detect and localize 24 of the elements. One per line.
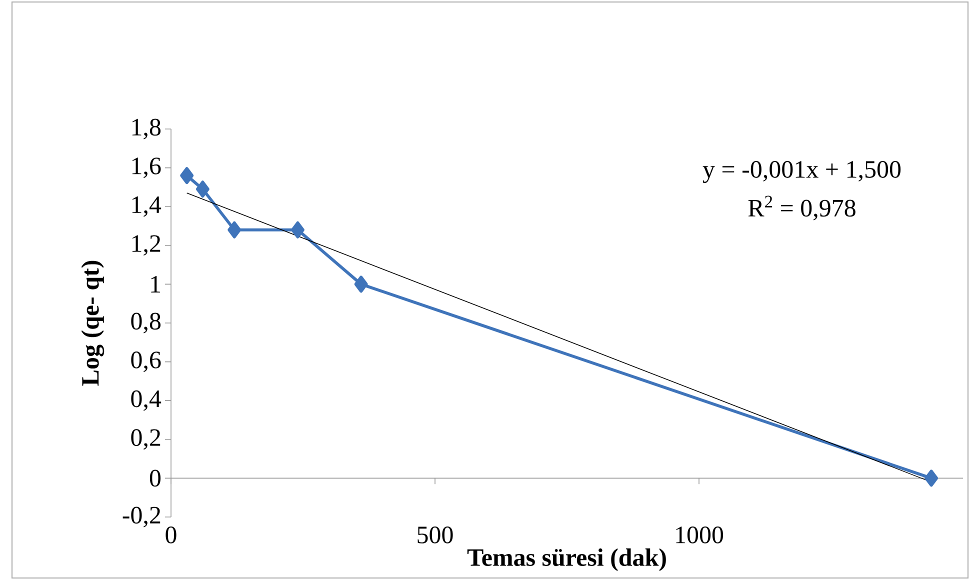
- x-tick-label: 500: [418, 526, 453, 544]
- x-axis-title: Temas süresi (dak): [467, 548, 666, 572]
- point: [196, 180, 210, 198]
- y-axis-title: Log (qe- qt): [81, 260, 104, 386]
- point: [290, 221, 304, 238]
- x-tick-label: 0: [166, 526, 176, 544]
- y-tick-label: 0,2: [131, 429, 160, 450]
- y-tick-label: 0,6: [131, 352, 161, 372]
- x-tick-label: 1000: [676, 526, 724, 544]
- y-tick-label: -0,2: [122, 506, 160, 528]
- y-tick-label: 0: [150, 470, 161, 487]
- y-tick-label: 0,8: [131, 312, 161, 334]
- point: [228, 221, 242, 238]
- point: [354, 276, 368, 293]
- y-tick-label: 1,6: [132, 158, 161, 178]
- point: [180, 167, 194, 184]
- y-tick-label: 1,2: [132, 235, 160, 256]
- y-tick-label: 1: [151, 276, 160, 292]
- annotation: y = -0,001x + 1,500: [702, 160, 901, 183]
- point: [924, 470, 938, 487]
- annotation: R$^{2}$ = 0,978: [748, 196, 856, 220]
- y-tick-label: 0,4: [131, 390, 162, 411]
- y-tick-label: 1,4: [132, 196, 162, 217]
- y-tick-label: 1,8: [132, 118, 161, 140]
